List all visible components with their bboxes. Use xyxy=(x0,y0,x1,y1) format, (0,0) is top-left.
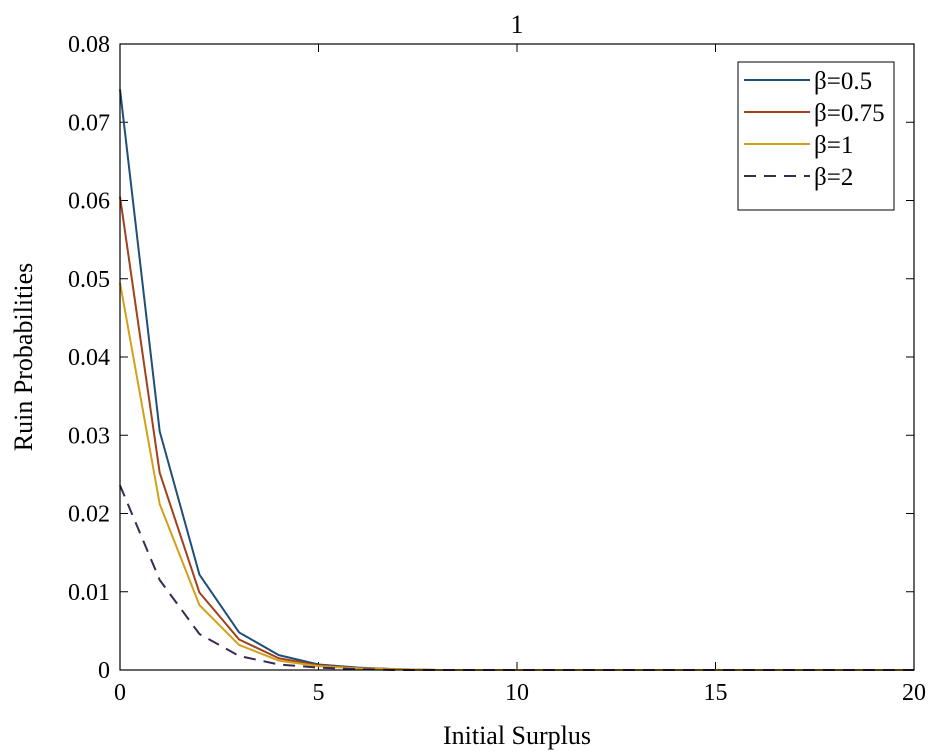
y-tick-label: 0.01 xyxy=(68,580,110,606)
y-tick-label: 0.05 xyxy=(68,267,110,293)
y-tick-label: 0.02 xyxy=(68,502,110,528)
axis-ticks: 0 5 10 15 20 0 0.01 0.02 0.03 0.04 0.05 0.06 0.07 0.0… xyxy=(68,32,926,706)
chart-title: 1 xyxy=(511,10,524,39)
y-tick-label: 0.08 xyxy=(68,32,110,58)
x-tick-label: 0 xyxy=(114,680,126,706)
y-axis-title: Ruin Probabilities xyxy=(9,263,38,452)
legend-label: β=1 xyxy=(814,132,853,159)
x-tick-label: 15 xyxy=(704,680,728,706)
series-line-4 xyxy=(119,484,914,671)
y-tick-label: 0.06 xyxy=(68,189,110,215)
x-tick-label: 5 xyxy=(313,680,325,706)
legend-label: β=0.75 xyxy=(814,100,885,127)
legend-label: β=0.5 xyxy=(814,68,872,95)
y-tick-label: 0 xyxy=(98,658,110,684)
y-tick-label: 0.03 xyxy=(68,423,110,449)
legend-label: β=2 xyxy=(814,164,853,191)
y-tick-label: 0.07 xyxy=(68,110,110,136)
legend: β=0.5 β=0.75 β=1 β=2 xyxy=(737,61,895,211)
x-tick-label: 10 xyxy=(505,680,529,706)
x-axis-title: Initial Surplus xyxy=(443,721,591,750)
x-tick-label: 20 xyxy=(902,680,926,706)
plot-frame xyxy=(119,43,915,671)
y-tick-label: 0.04 xyxy=(68,345,110,371)
legend-box xyxy=(737,61,895,211)
